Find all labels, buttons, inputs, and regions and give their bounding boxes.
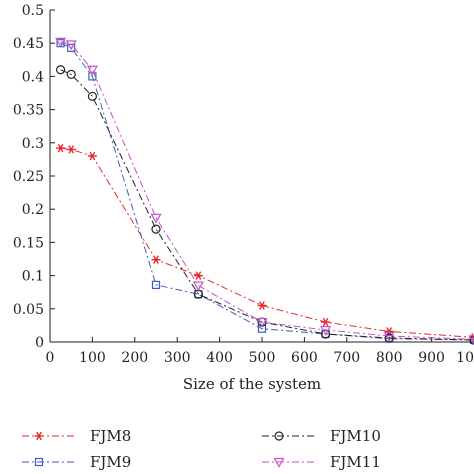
- x-tick-label: 200: [121, 350, 148, 366]
- series-line: [60, 42, 474, 341]
- series-fjm11: [55, 37, 474, 346]
- legend-marker: [34, 431, 44, 441]
- legend-item: FJM8: [22, 427, 131, 445]
- x-tick-label: 800: [376, 350, 403, 366]
- legend-marker: [34, 457, 44, 467]
- y-tick-label: 0.5: [22, 3, 44, 19]
- y-tick-label: 0.3: [22, 136, 44, 152]
- legend-label: FJM9: [90, 453, 131, 471]
- x-tick-label: 700: [333, 350, 360, 366]
- legend-item: FJM9: [22, 453, 131, 471]
- legend-label: FJM8: [90, 427, 131, 445]
- y-tick-label: 0.2: [22, 202, 44, 218]
- data-point: [193, 271, 203, 280]
- series-line: [60, 41, 474, 340]
- legend-marker: [274, 431, 284, 441]
- data-point: [320, 325, 332, 336]
- series-fjm9: [56, 39, 474, 345]
- x-tick-label: 400: [206, 350, 233, 366]
- chart-axes: [49, 10, 474, 343]
- data-point: [321, 317, 331, 327]
- series-fjm8: [56, 143, 474, 342]
- chart-legend: FJM8 FJM9 FJM10 FJM11: [22, 427, 381, 471]
- data-point: [384, 333, 394, 343]
- legend-item: FJM11: [262, 453, 381, 471]
- data-point: [66, 69, 76, 80]
- data-point: [86, 65, 98, 76]
- data-point: [468, 335, 474, 346]
- x-tick-label: 300: [164, 350, 191, 366]
- legend-label: FJM11: [330, 453, 381, 471]
- y-tick-label: 0.45: [13, 36, 44, 52]
- data-point: [151, 255, 161, 264]
- data-point: [87, 151, 97, 161]
- data-point: [55, 65, 66, 75]
- x-tick-label: 600: [291, 350, 318, 366]
- data-point: [257, 324, 267, 333]
- data-point: [151, 280, 161, 289]
- data-point: [150, 213, 162, 224]
- data-point: [151, 224, 161, 234]
- x-axis-label: Size of the system: [183, 375, 321, 393]
- x-tick-label: 500: [249, 350, 276, 366]
- y-tick-label: 0.25: [13, 169, 44, 185]
- series-line: [60, 69, 474, 341]
- data-point: [55, 37, 67, 48]
- chart-series: [55, 37, 474, 346]
- y-tick-label: 0.1: [22, 269, 44, 285]
- legend-label: FJM10: [330, 427, 381, 445]
- data-point: [192, 281, 204, 292]
- legend-item: FJM10: [262, 427, 381, 445]
- data-point: [256, 317, 268, 328]
- x-tick-label: 900: [418, 350, 445, 366]
- y-tick-label: 0.35: [13, 103, 44, 119]
- y-tick-label: 0: [35, 335, 44, 351]
- data-point: [87, 91, 98, 101]
- data-point: [88, 72, 97, 81]
- legend-marker: [273, 457, 285, 468]
- x-tick-label: 100: [79, 350, 106, 366]
- y-tick-label: 0.15: [13, 235, 44, 251]
- data-point: [469, 335, 474, 345]
- y-tick-label: 0.05: [13, 302, 44, 318]
- data-point: [56, 143, 66, 153]
- data-point: [65, 40, 77, 51]
- series-fjm10: [55, 65, 474, 345]
- y-tick-label: 0.4: [22, 69, 44, 85]
- data-point: [257, 301, 267, 310]
- data-point: [66, 145, 76, 154]
- data-point: [383, 331, 395, 342]
- x-tick-label: 0: [46, 350, 55, 366]
